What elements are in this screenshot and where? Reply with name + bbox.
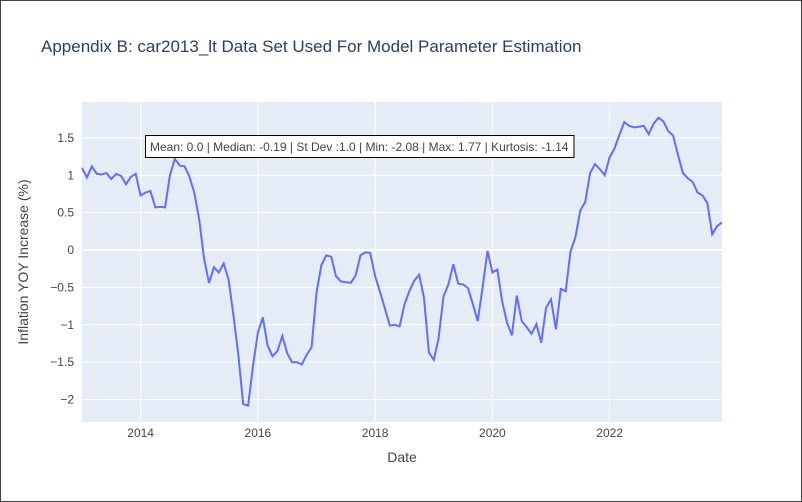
x-tick-label: 2022 (596, 426, 623, 440)
x-axis-title: Date (387, 449, 417, 465)
x-tick-label: 2020 (479, 426, 506, 440)
y-tick-label: 1 (67, 168, 74, 182)
y-tick-label: −0.5 (50, 280, 74, 294)
y-axis-ticks: 1.5 1 0.5 0 −0.5 −1 −1.5 −2 (50, 131, 74, 407)
y-axis-title: Inflation YOY Increase (%) (15, 179, 31, 344)
stats-annotation-box (145, 135, 575, 158)
y-tick-label: −1 (60, 318, 74, 332)
x-tick-label: 2018 (362, 426, 389, 440)
stats-annotation: Mean: 0.0 | Median: -0.19 | St Dev :1.0 … (145, 135, 575, 158)
y-tick-label: −2 (60, 393, 74, 407)
y-tick-label: 1.5 (57, 131, 74, 145)
stats-annotation-text: Mean: 0.0 | Median: -0.19 | St Dev :1.0 … (150, 140, 569, 154)
x-tick-label: 2014 (127, 426, 154, 440)
y-tick-label: 0.5 (57, 206, 74, 220)
y-tick-label: −1.5 (50, 355, 74, 369)
series-line (81, 116, 723, 407)
x-tick-label: 2016 (245, 426, 272, 440)
y-tick-label: 0 (67, 243, 74, 257)
gridlines (82, 102, 722, 422)
chart-title: Appendix B: car2013_lt Data Set Used For… (41, 37, 582, 56)
x-axis-ticks: 2014 2016 2018 2020 2022 (127, 426, 623, 440)
